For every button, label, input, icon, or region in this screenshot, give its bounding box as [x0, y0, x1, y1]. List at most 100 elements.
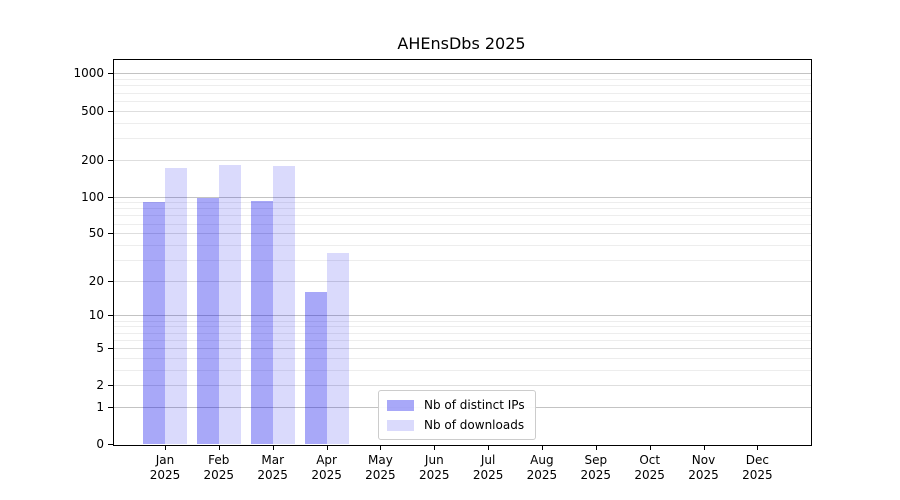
y-tick-mark	[108, 385, 114, 387]
x-tick-label-line: Jan	[155, 453, 175, 467]
bar-downloads	[218, 165, 241, 444]
bar-distinct-ips	[304, 292, 327, 444]
y-tick-label: 1000	[73, 66, 104, 81]
legend-item: Nb of downloads	[387, 417, 525, 433]
y-tick-label: 100	[81, 189, 104, 204]
y-tick-mark	[108, 347, 114, 349]
x-tick-label-line: Jun	[424, 453, 444, 467]
x-tick-mark	[165, 445, 166, 450]
x-tick-label-line: 2025	[526, 468, 558, 482]
x-tick-label-line: Aug	[530, 453, 554, 467]
y-tick-label: 10	[88, 308, 104, 323]
bar-downloads	[326, 253, 349, 444]
gridline-minor	[114, 320, 811, 322]
x-tick-label-line: May	[367, 453, 393, 467]
x-tick-label-line: 2025	[688, 468, 719, 482]
y-tick-mark	[108, 406, 114, 408]
y-tick-label: 1	[96, 399, 104, 414]
bar-downloads	[165, 168, 187, 444]
gridline-minor	[114, 122, 811, 124]
y-tick-label: 200	[81, 152, 104, 167]
x-tick-label-line: 2025	[365, 468, 396, 482]
x-tick-label-line: Oct	[639, 453, 661, 467]
gridline-minor	[114, 202, 811, 204]
y-tick-label: 500	[81, 103, 104, 118]
x-tick-label-line: 2025	[149, 468, 181, 482]
x-tick-label: Jan 2025	[138, 453, 192, 483]
x-tick-label-line: 2025	[580, 468, 612, 482]
y-tick-mark	[108, 110, 114, 112]
x-tick-label-line: Jul	[480, 453, 496, 467]
bar-distinct-ips	[250, 200, 273, 444]
x-tick-label-line: Sep	[584, 453, 608, 467]
x-tick-label: May 2025	[353, 453, 407, 483]
gridline-minor	[114, 357, 811, 359]
x-tick-mark	[595, 445, 597, 450]
x-tick-label-line: Apr	[316, 453, 337, 467]
x-tick-label-line: 2025	[419, 468, 450, 482]
gridline-minor	[114, 208, 811, 210]
gridline-minor	[114, 339, 811, 341]
y-tick-label: 2	[96, 378, 104, 393]
gridline-labeled-minor	[114, 110, 811, 112]
gridline-minor	[114, 79, 811, 81]
gridline-labeled-minor	[114, 233, 811, 235]
x-tick-label: Sep 2025	[569, 453, 623, 483]
bar-distinct-ips	[143, 202, 165, 444]
y-tick-mark	[108, 444, 114, 445]
legend-swatch-distinct-ips	[387, 399, 414, 411]
y-tick-mark	[108, 280, 114, 282]
x-tick-mark	[757, 445, 759, 450]
x-tick-label-line: Dec	[745, 453, 769, 467]
gridline-major	[114, 73, 811, 75]
y-tick-mark	[108, 196, 114, 198]
y-tick-label: 50	[88, 226, 104, 241]
y-tick-mark	[108, 233, 114, 235]
y-tick-mark	[108, 315, 114, 317]
gridline-minor	[114, 244, 811, 246]
gridline-labeled-minor	[114, 280, 811, 282]
legend-item: Nb of distinct IPs	[387, 397, 525, 413]
chart-title: AHEnsDbs 2025	[397, 34, 526, 53]
gridline-minor	[114, 137, 811, 139]
x-tick-mark	[649, 445, 651, 450]
y-tick-mark	[108, 159, 114, 161]
x-tick-label-line: 2025	[472, 468, 504, 482]
x-tick-mark	[272, 445, 274, 450]
y-tick-label: 0	[96, 437, 104, 451]
x-tick-mark	[434, 445, 436, 450]
x-tick-mark	[703, 445, 705, 450]
gridline-minor	[114, 85, 811, 87]
gridline-minor	[114, 215, 811, 217]
x-tick-label: Jun 2025	[407, 453, 461, 483]
y-tick-label: 5	[96, 340, 104, 355]
legend: Nb of distinct IPs Nb of downloads	[378, 390, 536, 440]
x-tick-mark	[541, 445, 543, 450]
gridline-minor	[114, 92, 811, 94]
gridline-labeled-minor	[114, 159, 811, 161]
x-tick-label-line: Nov	[691, 453, 716, 467]
x-tick-label-line: 2025	[634, 468, 665, 482]
gridline-minor	[114, 100, 811, 102]
gridline-major	[114, 315, 811, 317]
x-tick-label-line: 2025	[257, 468, 288, 482]
bar-downloads	[272, 166, 295, 444]
x-tick-label: Dec 2025	[730, 453, 784, 483]
x-tick-mark	[326, 445, 328, 450]
x-tick-label: Aug 2025	[515, 453, 569, 483]
x-tick-label-line: Feb	[208, 453, 230, 467]
legend-label-downloads: Nb of downloads	[424, 418, 525, 432]
bar-distinct-ips	[196, 198, 219, 444]
gridline-labeled-minor	[114, 347, 811, 349]
gridline-minor	[114, 369, 811, 371]
legend-swatch-downloads	[387, 419, 414, 431]
x-tick-mark	[488, 445, 490, 450]
gridline-minor	[114, 223, 811, 225]
x-tick-label: Oct 2025	[623, 453, 677, 483]
x-tick-label: Nov 2025	[677, 453, 731, 483]
legend-label-distinct-ips: Nb of distinct IPs	[424, 398, 525, 412]
gridline-minor	[114, 259, 811, 261]
x-tick-mark	[380, 445, 382, 450]
x-tick-label-line: 2025	[311, 468, 342, 482]
